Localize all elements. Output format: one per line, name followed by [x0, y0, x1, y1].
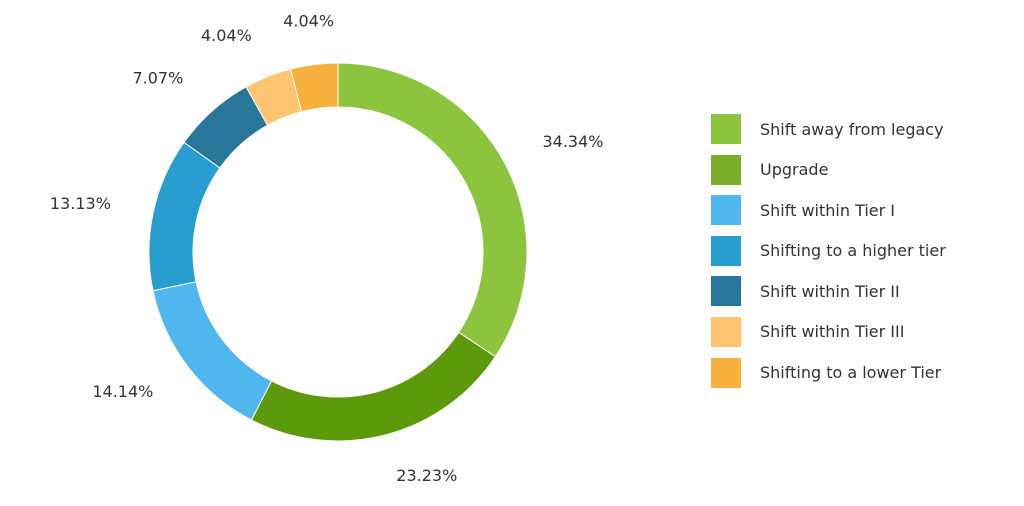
legend-swatch: [711, 316, 741, 347]
legend-label: Shifting to a higher tier: [760, 241, 946, 261]
slice-shifting-to-a-higher-tier[interactable]: [148, 141, 221, 292]
data-label-shift-away-from-legacy: 34.34%: [542, 132, 603, 151]
legend-label: Shift away from legacy: [760, 119, 944, 139]
legend-swatch: [711, 154, 741, 185]
legend-item-upgrade[interactable]: Upgrade: [711, 154, 946, 185]
legend-item-shift-within-tier-i[interactable]: Shift within Tier I: [711, 195, 946, 226]
data-label-upgrade: 23.23%: [396, 466, 457, 485]
legend-swatch: [711, 357, 741, 388]
data-label-shift-within-tier-ii: 7.07%: [132, 69, 183, 88]
data-label-shifting-to-a-higher-tier: 13.13%: [50, 194, 111, 213]
legend-item-shift-within-tier-ii[interactable]: Shift within Tier II: [711, 276, 946, 307]
slice-upgrade[interactable]: [250, 331, 497, 442]
data-label-shift-within-tier-i: 14.14%: [92, 382, 153, 401]
legend-swatch: [711, 235, 741, 266]
slice-shift-away-from-legacy[interactable]: [337, 62, 528, 358]
legend-label: Upgrade: [760, 160, 829, 180]
legend-label: Shift within Tier III: [760, 322, 905, 342]
legend-item-shifting-to-a-higher-tier[interactable]: Shifting to a higher tier: [711, 235, 946, 266]
legend-swatch: [711, 114, 741, 144]
legend-item-shifting-to-a-lower-tier[interactable]: Shifting to a lower Tier: [711, 357, 946, 388]
legend-swatch: [711, 276, 741, 307]
legend-item-shift-within-tier-iii[interactable]: Shift within Tier III: [711, 316, 946, 347]
legend-label: Shifting to a lower Tier: [760, 363, 942, 383]
legend-label: Shift within Tier I: [760, 200, 896, 220]
data-label-shifting-to-a-lower-tier: 4.04%: [283, 11, 334, 30]
legend: Shift away from legacy Upgrade Shift withi…: [711, 114, 946, 398]
slice-shift-within-tier-i[interactable]: [152, 281, 273, 421]
legend-label: Shift within Tier II: [760, 281, 900, 301]
data-label-shift-within-tier-iii: 4.04%: [201, 26, 252, 45]
legend-item-shift-away-from-legacy[interactable]: Shift away from legacy: [711, 114, 946, 144]
slice-shifting-to-a-lower-tier[interactable]: [289, 62, 339, 113]
legend-swatch: [711, 195, 741, 226]
